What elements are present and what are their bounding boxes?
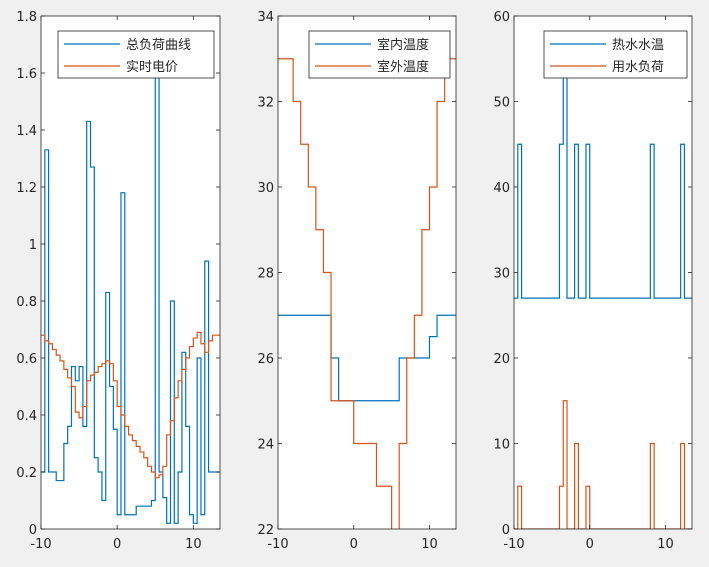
y-tick-label: 50 [493, 96, 510, 111]
legend-box [308, 30, 451, 79]
x-tick-label: 10 [657, 537, 674, 552]
x-tick-label: 10 [185, 537, 202, 552]
x-tick-label: 0 [113, 537, 121, 552]
y-tick-label: 1.6 [16, 67, 37, 82]
x-tick-label: -10 [503, 537, 524, 552]
x-tick-label: 0 [586, 537, 594, 552]
legend-entry-label: 总负荷曲线 [126, 38, 191, 53]
y-tick-label: 10 [493, 438, 510, 453]
y-tick-label: 26 [257, 352, 274, 367]
series-line-2 [278, 58, 456, 529]
y-tick-label: 30 [493, 267, 510, 282]
y-tick-label: 0 [29, 523, 37, 538]
y-tick-label: 30 [257, 181, 274, 196]
axes-box [40, 15, 221, 530]
x-tick-label: -10 [267, 537, 288, 552]
series-line-1 [41, 72, 220, 524]
legend-entry-label: 热水水温 [612, 38, 664, 53]
y-tick-label: 1 [29, 238, 37, 253]
y-tick-label: 0.8 [16, 295, 37, 310]
y-tick-label: 0.4 [16, 409, 37, 424]
legend-box [57, 30, 215, 79]
y-tick-label: 60 [493, 10, 510, 25]
y-tick-label: 20 [493, 352, 510, 367]
x-tick-label: 0 [350, 537, 358, 552]
y-tick-label: 0.2 [16, 466, 37, 481]
plot-area [514, 16, 692, 529]
legend-entry-label: 室外温度 [377, 59, 429, 75]
y-tick-label: 22 [257, 523, 274, 538]
x-tick-label: 10 [421, 537, 438, 552]
y-tick-label: 32 [257, 96, 274, 111]
y-tick-label: 28 [257, 267, 274, 282]
legend-entry-label: 室内温度 [377, 37, 429, 53]
y-tick-label: 1.4 [16, 124, 37, 139]
legend-entry-label: 实时电价 [126, 60, 178, 75]
y-tick-label: 0.6 [16, 352, 37, 367]
plot-area [41, 16, 220, 529]
series-line-1 [514, 75, 692, 299]
legend-box [543, 30, 688, 79]
legend-entry-label: 用水负荷 [612, 60, 664, 75]
y-tick-label: 0 [502, 523, 510, 538]
y-tick-label: 34 [257, 10, 274, 25]
y-tick-label: 1.2 [16, 181, 37, 196]
subplot-1: 00.20.40.60.811.21.41.61.8-10 0 10总负荷曲线实时电… [16, 10, 221, 552]
y-tick-label: 24 [257, 438, 274, 453]
series-line-1 [278, 314, 456, 402]
x-tick-label: -10 [30, 537, 51, 552]
y-tick-label: 1.8 [16, 10, 37, 25]
y-tick-label: 40 [493, 181, 510, 196]
plot-area [278, 16, 456, 529]
series-line-2 [41, 331, 220, 479]
